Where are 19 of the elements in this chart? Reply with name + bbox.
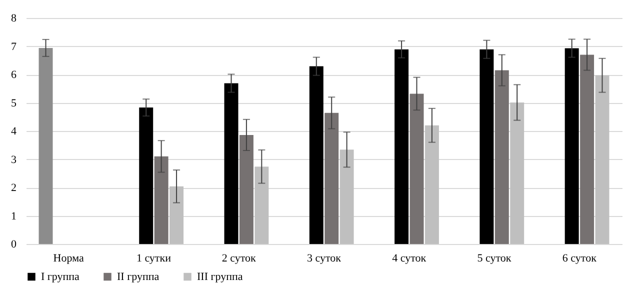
legend-label: II группа <box>117 270 160 283</box>
x-tick-label: 5 суток <box>477 252 512 264</box>
y-tick-label: 3 <box>11 154 17 166</box>
legend-label: III группа <box>197 270 243 283</box>
x-tick-label: 3 суток <box>307 252 342 264</box>
y-tick-label: 5 <box>11 97 17 110</box>
y-tick-label: 0 <box>11 238 17 250</box>
x-tick-label: 6 суток <box>562 252 598 264</box>
y-tick-label: 8 <box>11 12 17 24</box>
y-tick-label: 6 <box>11 69 17 81</box>
y-tick-label: 2 <box>11 182 16 194</box>
y-tick-label: 4 <box>11 126 17 138</box>
x-tick-label: Норма <box>53 252 84 264</box>
x-tick-label: 4 суток <box>392 252 427 264</box>
y-tick-label: 7 <box>11 40 17 53</box>
x-tick-label: 2 суток <box>222 252 257 264</box>
legend-label: I группа <box>41 270 80 283</box>
y-tick-label: 1 <box>11 210 16 222</box>
x-tick-label: 1 сутки <box>136 252 172 264</box>
